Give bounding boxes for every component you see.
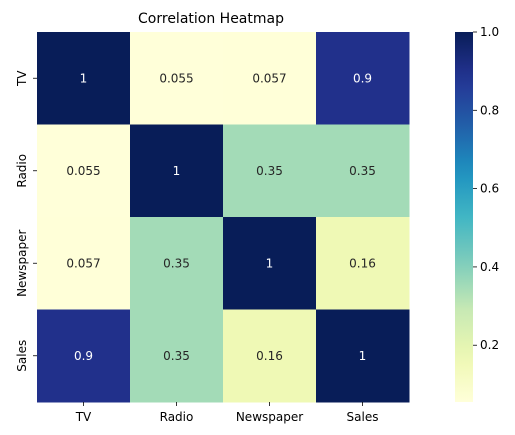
colorbar-tick-label: 0.8 <box>480 103 499 117</box>
x-tick-label: TV <box>75 410 92 424</box>
heatmap-cell <box>130 32 224 125</box>
y-tick-label: Newspaper <box>15 230 29 297</box>
heatmap-cell <box>223 32 317 125</box>
heatmap-cells: 1 0.055 0.057 0.9 0.055 1 0.35 0.35 0.057 0.35 1 0.… <box>37 32 410 403</box>
heatmap-cell <box>37 32 131 125</box>
colorbar-tick-label: 0.2 <box>480 338 499 352</box>
heatmap-cell <box>316 32 410 125</box>
cell-value-label: 0.9 <box>353 71 372 85</box>
cell-value-label: 0.055 <box>159 71 193 85</box>
cell-value-label: 0.35 <box>163 256 190 270</box>
cell-value-label: 0.35 <box>163 349 190 363</box>
cell-value-label: 0.35 <box>349 164 376 178</box>
colorbar-tick-label: 0.6 <box>480 182 499 196</box>
heatmap-cell <box>37 124 131 218</box>
cell-value-label: 1 <box>80 71 88 85</box>
chart-title: Correlation Heatmap <box>138 11 284 27</box>
x-tick-label: Radio <box>160 410 194 424</box>
cell-value-label: 1 <box>359 349 367 363</box>
y-tick-label: TV <box>15 70 29 87</box>
heatmap-cell <box>316 309 410 403</box>
heatmap-cell <box>223 309 317 403</box>
colorbar-tick-label: 0.4 <box>480 260 499 274</box>
heatmap-cell <box>130 217 224 310</box>
heatmap-cell <box>316 217 410 310</box>
cell-value-label: 0.055 <box>66 164 100 178</box>
y-axis: TV Radio Newspaper Sales <box>15 70 37 372</box>
cell-value-label: 0.35 <box>256 164 283 178</box>
heatmap-cell <box>130 124 224 218</box>
colorbar-tick-label: 1.0 <box>480 25 499 39</box>
heatmap-cell <box>223 217 317 310</box>
x-axis: TV Radio Newspaper Sales <box>75 402 379 424</box>
x-tick-label: Newspaper <box>236 410 303 424</box>
y-tick-label: Radio <box>15 154 29 188</box>
cell-value-label: 0.057 <box>252 71 286 85</box>
cell-value-label: 0.057 <box>66 256 100 270</box>
colorbar: 0.2 0.4 0.6 0.8 1.0 <box>455 25 499 402</box>
cell-value-label: 0.16 <box>349 256 376 270</box>
cell-value-label: 1 <box>173 164 181 178</box>
cell-value-label: 0.16 <box>256 349 283 363</box>
cell-value-label: 0.9 <box>74 349 93 363</box>
heatmap-cell <box>223 124 317 218</box>
heatmap-cell <box>130 309 224 403</box>
colorbar-gradient <box>455 32 473 402</box>
x-tick-label: Sales <box>347 410 379 424</box>
y-tick-label: Sales <box>15 340 29 372</box>
cell-value-label: 1 <box>266 256 274 270</box>
heatmap-cell <box>316 124 410 218</box>
heatmap-cell <box>37 217 131 310</box>
heatmap-cell <box>37 309 131 403</box>
